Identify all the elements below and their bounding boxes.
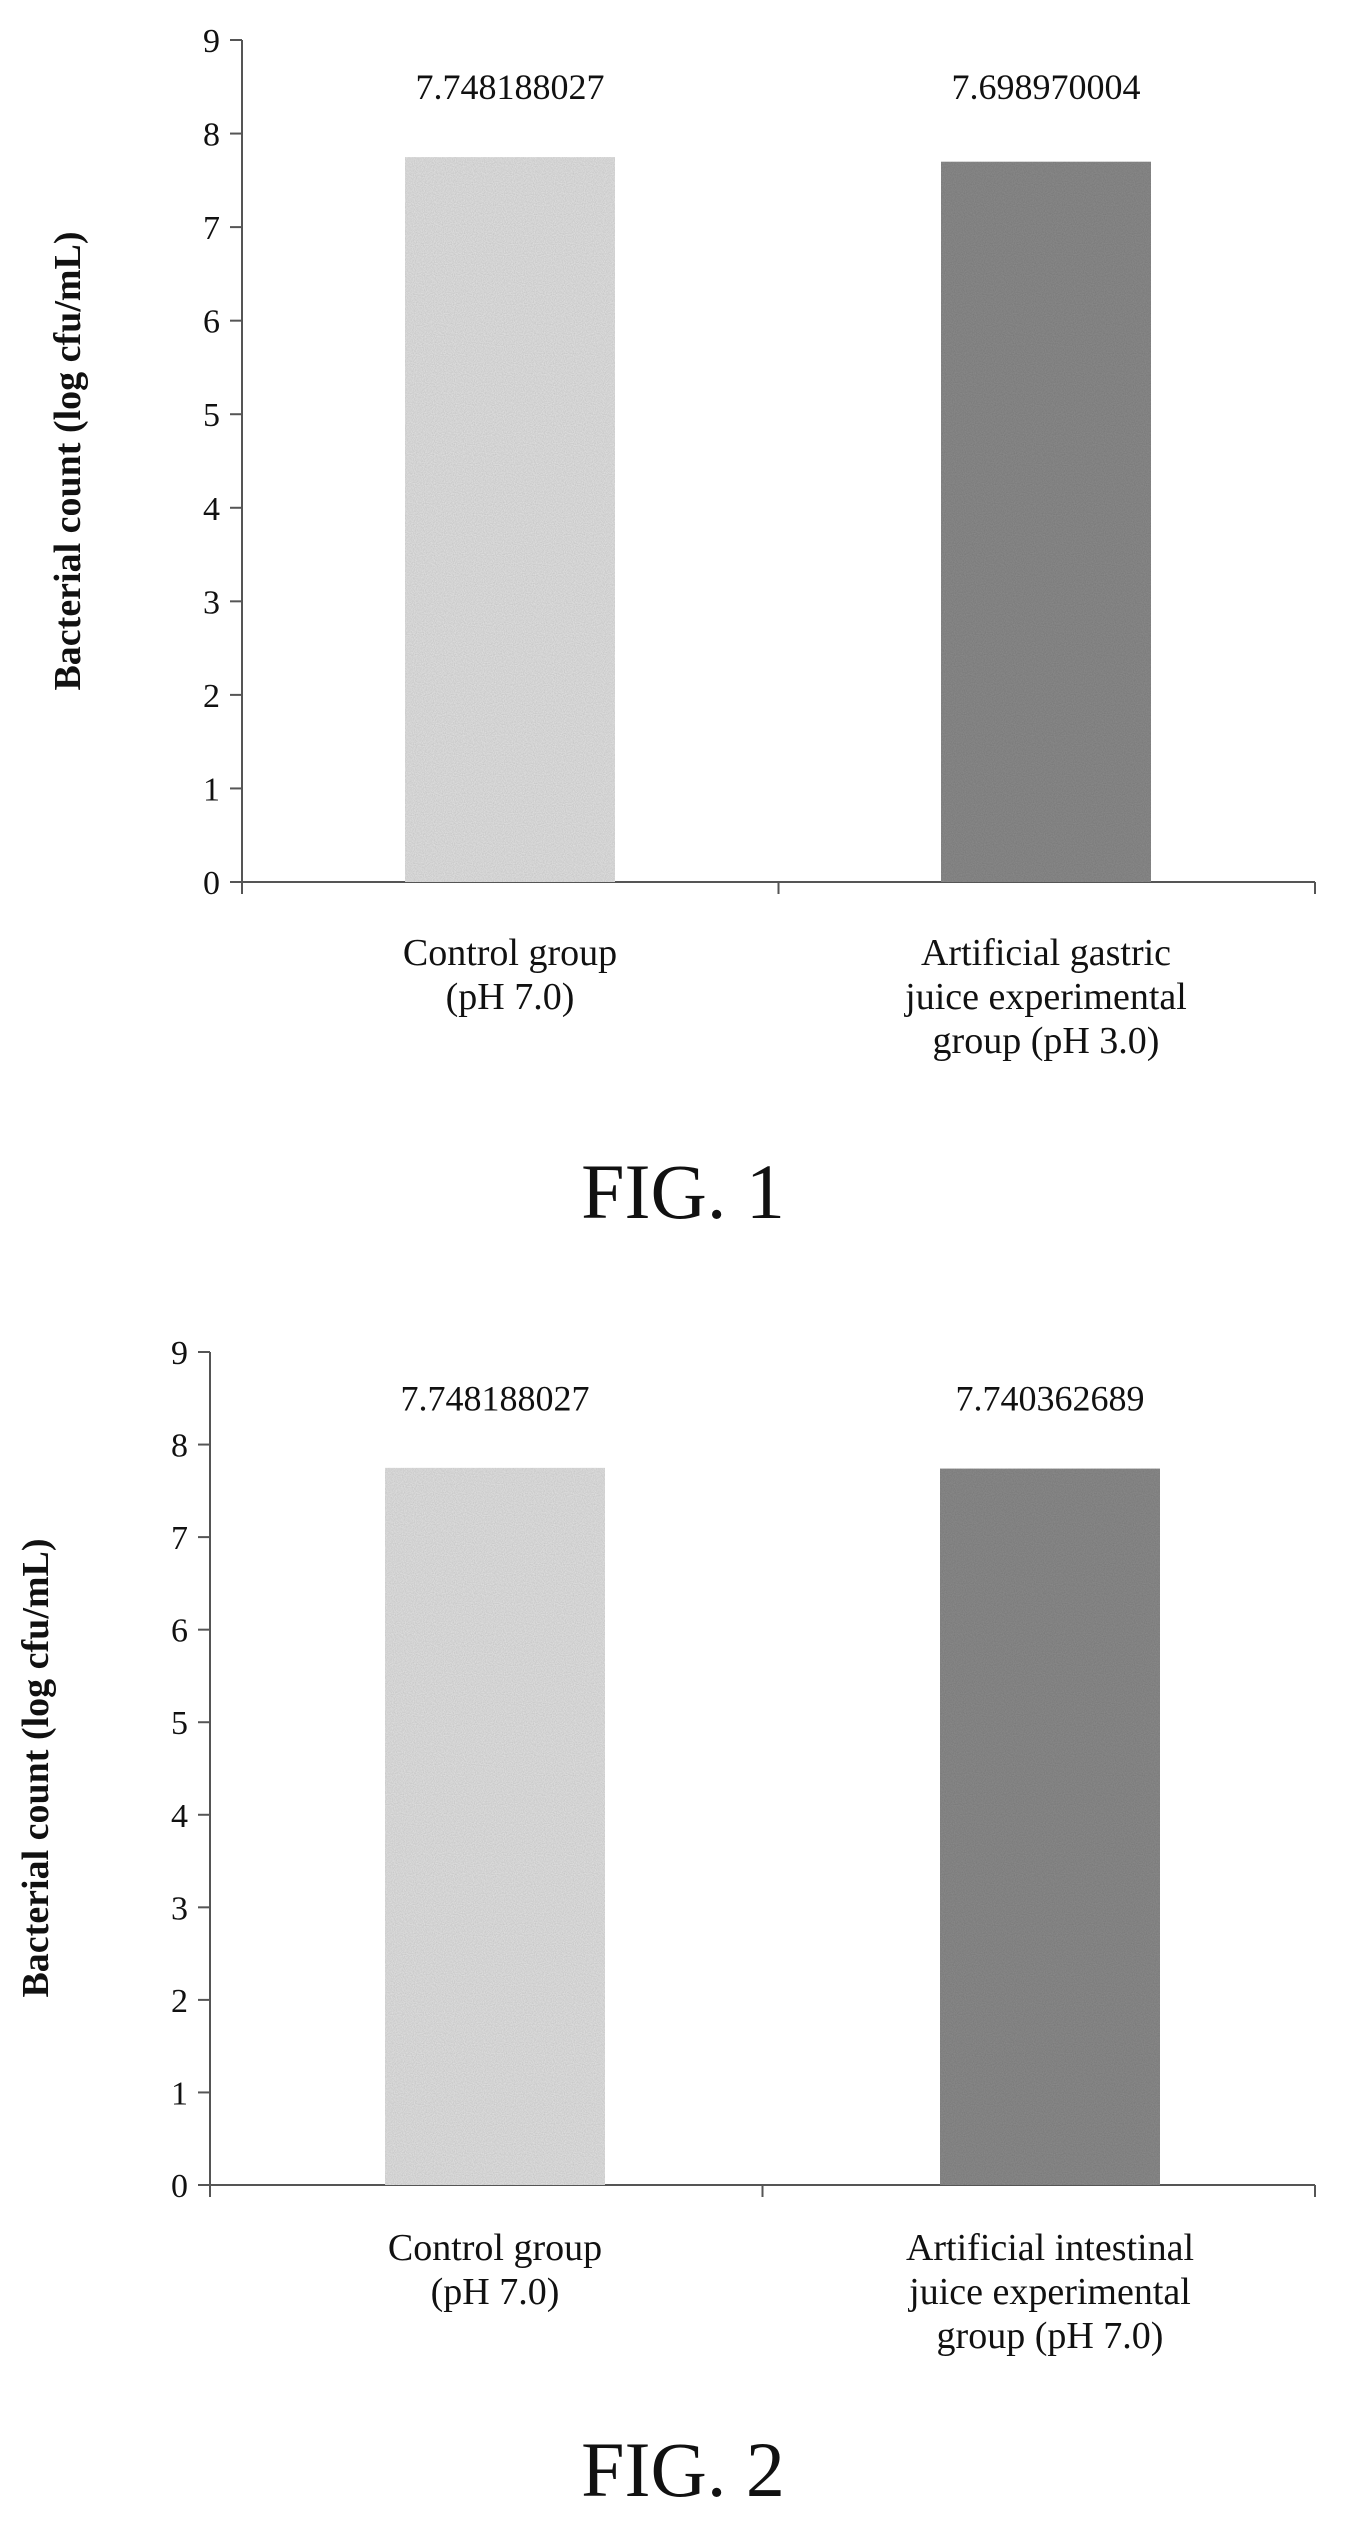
fig2-bar-1 — [385, 1467, 605, 2185]
fig1-y-tick-label: 3 — [203, 584, 220, 621]
fig2-y-tick-label: 7 — [171, 1520, 188, 1557]
fig1-y-tick-label: 8 — [203, 117, 220, 154]
fig2-caption: FIG. 2 — [581, 2426, 785, 2513]
fig1-category-label-2: Artificial gastric — [921, 932, 1171, 974]
fig1-category-label-1: (pH 7.0) — [446, 976, 575, 1018]
fig2-y-tick-label: 1 — [171, 2075, 188, 2112]
fig1-value-label-1: 7.748188027 — [416, 67, 605, 107]
fig2-y-tick-label: 6 — [171, 1613, 188, 1650]
fig2-y-tick-label: 2 — [171, 1983, 188, 2020]
fig2-y-tick-label: 4 — [171, 1798, 188, 1835]
fig2-category-labels: Control group(pH 7.0) Artificial intestin… — [388, 2227, 1194, 2357]
fig1-category-label-2: group (pH 3.0) — [933, 1020, 1160, 1062]
fig1-y-tick-label: 2 — [203, 678, 220, 715]
fig1-y-tick-label: 9 — [203, 23, 220, 60]
fig1-caption: FIG. 1 — [581, 1148, 785, 1235]
fig2-bar-2 — [940, 1468, 1160, 2185]
chart-fig-2: 0 1 2 3 4 5 6 7 8 9 7.748188027 7.740362689 Contro… — [15, 1335, 1316, 2513]
fig2-category-label-1: Control group — [388, 2227, 602, 2269]
fig2-x-ticks — [209, 2185, 1316, 2197]
fig2-category-label-2: group (pH 7.0) — [937, 2315, 1164, 2357]
fig2-y-axis-title: Bacterial count (log cfu/mL) — [15, 1538, 57, 1997]
fig2-y-tick-label: 9 — [171, 1335, 188, 1372]
fig1-y-axis-title: Bacterial count (log cfu/mL) — [47, 231, 89, 690]
chart-fig-1: 0 1 2 3 4 5 6 7 8 9 7.748188027 7.698970004 Contro… — [47, 23, 1316, 1235]
fig2-category-label-2: Artificial intestinal — [906, 2227, 1194, 2269]
fig1-bar-2 — [941, 161, 1151, 883]
fig1-value-labels: 7.748188027 7.698970004 — [416, 67, 1141, 107]
fig1-y-tick-label: 7 — [203, 210, 220, 247]
fig2-y-tick-label: 8 — [171, 1428, 188, 1465]
fig2-y-tick-label: 5 — [171, 1705, 188, 1742]
fig2-y-tick-label: 0 — [171, 2168, 188, 2205]
fig2-value-label-1: 7.748188027 — [401, 1378, 590, 1418]
fig2-value-label-2: 7.740362689 — [956, 1378, 1145, 1418]
fig1-x-ticks — [241, 882, 1316, 894]
fig2-category-label-1: (pH 7.0) — [431, 2271, 560, 2313]
fig1-y-ticks: 0 1 2 3 4 5 6 7 8 9 — [203, 23, 242, 902]
fig1-bar-1 — [405, 157, 615, 883]
fig2-bars — [385, 1467, 1160, 2185]
fig1-category-label-1: Control group — [403, 932, 617, 974]
fig1-bars — [405, 157, 1151, 883]
fig1-y-tick-label: 4 — [203, 491, 220, 528]
fig1-value-label-2: 7.698970004 — [952, 67, 1141, 107]
fig2-category-label-2: juice experimental — [907, 2271, 1191, 2313]
fig2-y-tick-label: 3 — [171, 1890, 188, 1927]
fig2-y-ticks: 0 1 2 3 4 5 6 7 8 9 — [171, 1335, 210, 2205]
fig1-y-tick-label: 5 — [203, 397, 220, 434]
fig1-y-tick-label: 0 — [203, 865, 220, 902]
fig1-y-tick-label: 1 — [203, 771, 220, 808]
fig2-value-labels: 7.748188027 7.740362689 — [401, 1378, 1145, 1418]
fig1-y-tick-label: 6 — [203, 304, 220, 341]
fig1-category-label-2: juice experimental — [903, 976, 1187, 1018]
fig1-category-labels: Control group(pH 7.0) Artificial gastricj… — [403, 932, 1187, 1062]
